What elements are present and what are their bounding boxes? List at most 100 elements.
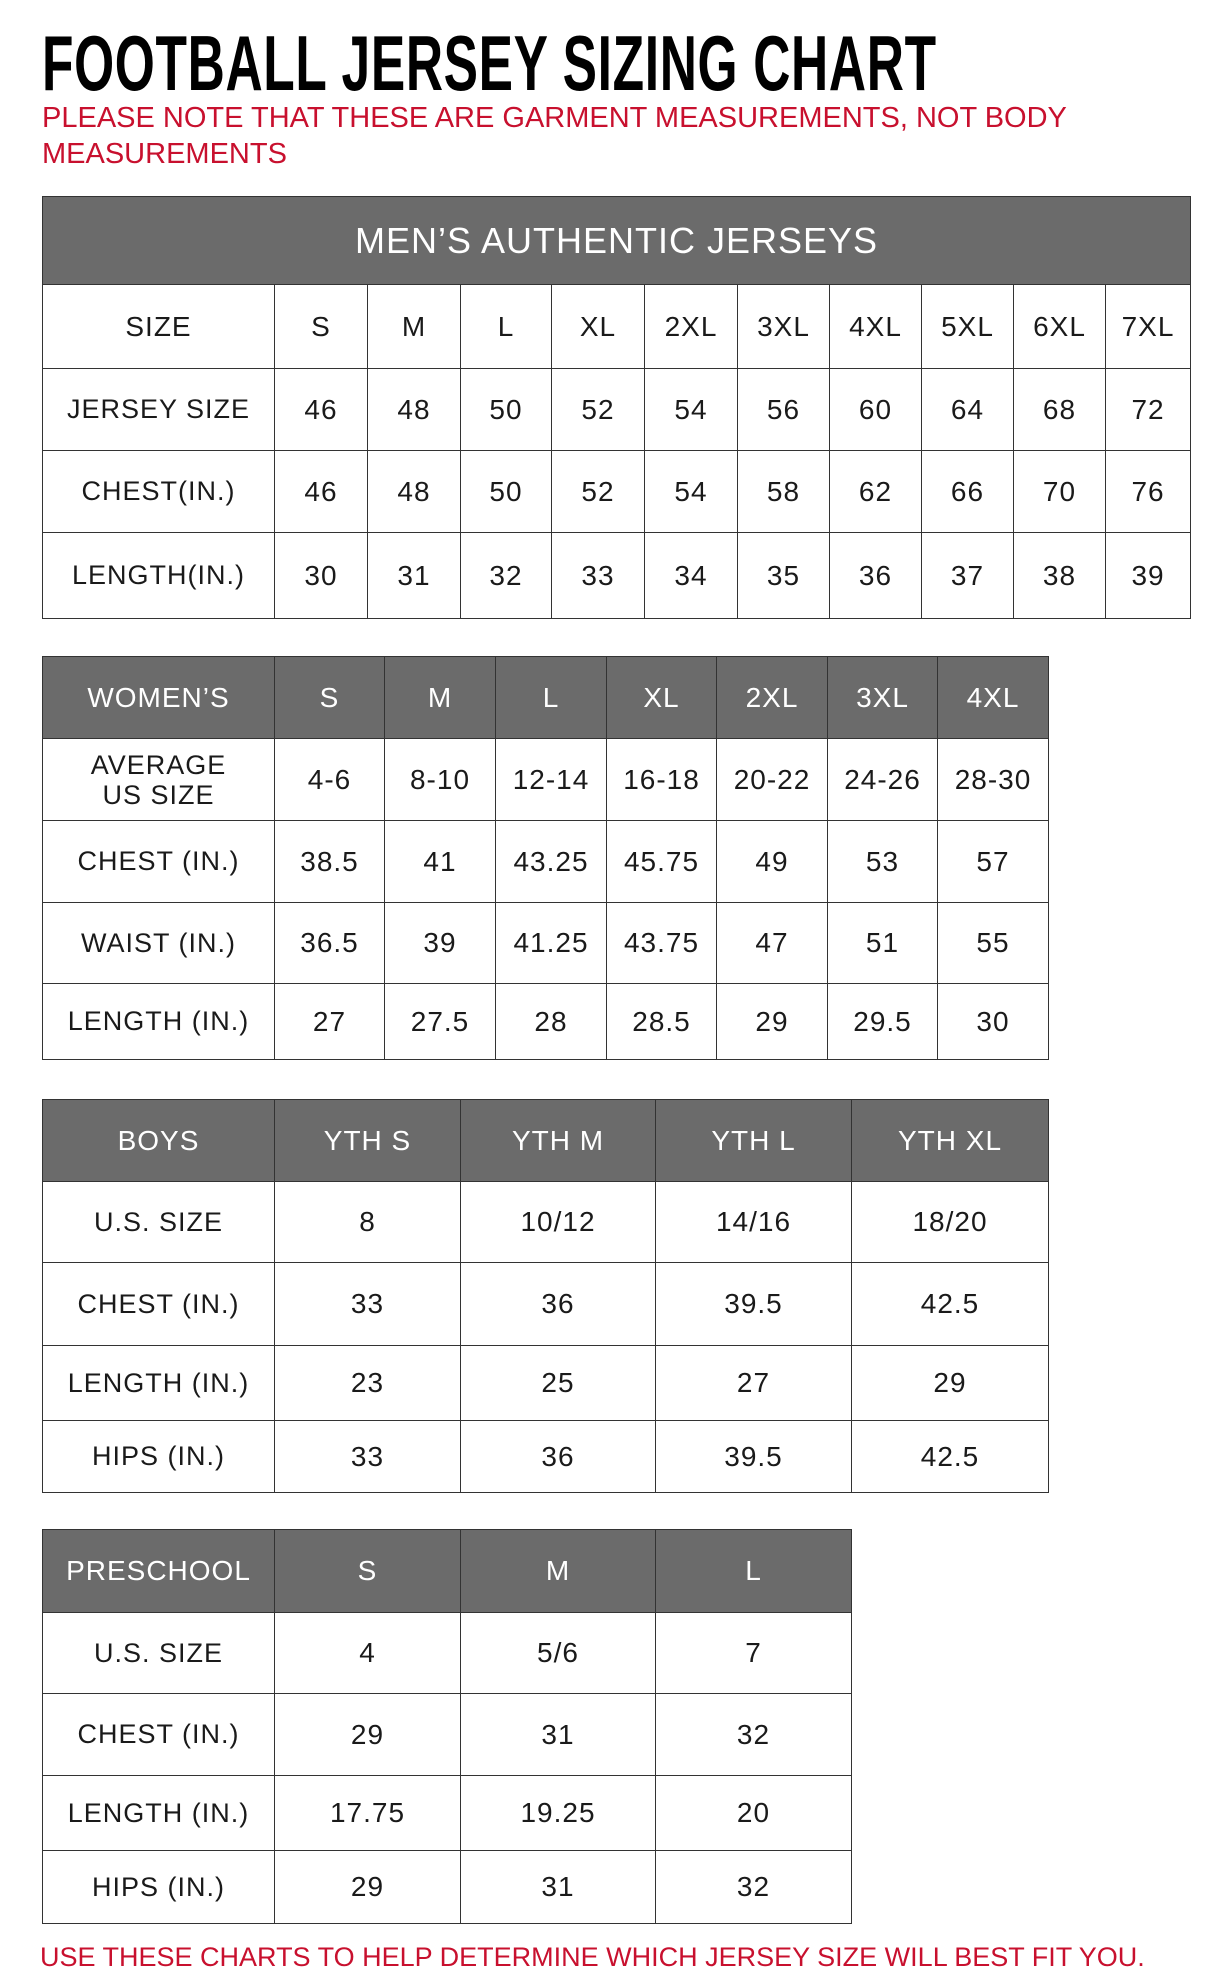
table-cell: 68 [1013,368,1106,451]
table-cell: 55 [937,902,1049,984]
header-row: WOMEN’S S M L XL 2XL 3XL 4XL [42,656,1049,739]
table-cell: 46 [274,368,368,451]
table-row: CHEST (IN.) 29 31 32 [42,1693,852,1776]
row-label: CHEST(IN.) [42,450,275,533]
table-cell: 4-6 [274,738,385,821]
table-cell: 32 [460,532,552,619]
row-label: HIPS (IN.) [42,1850,275,1924]
table-cell: 20-22 [716,738,828,821]
table-cell: 49 [716,820,828,903]
table-cell: 39.5 [655,1420,852,1493]
row-label: U.S. SIZE [42,1181,275,1263]
womens-table: WOMEN’S S M L XL 2XL 3XL 4XL AVERAGE US SIZE 4-6 8… [42,656,1049,1060]
table-cell: 10/12 [460,1181,656,1263]
table-cell: 47 [716,902,828,984]
table-cell: 66 [921,450,1014,533]
table-cell: 62 [829,450,922,533]
column-header: 4XL [829,284,922,369]
table-cell: 29 [851,1345,1049,1421]
table-cell: 41 [384,820,496,903]
table-row: U.S. SIZE 8 10/12 14/16 18/20 [42,1181,1049,1263]
table-cell: 35 [737,532,830,619]
table-cell: 30 [274,532,368,619]
column-header: S [274,656,385,739]
table-cell: 19.25 [460,1775,656,1851]
column-header: 6XL [1013,284,1106,369]
table-row: HIPS (IN.) 33 36 39.5 42.5 [42,1420,1049,1493]
table-cell: 16-18 [606,738,717,821]
header-row: PRESCHOOL S M L [42,1529,852,1613]
column-header: 2XL [716,656,828,739]
table-cell: 24-26 [827,738,938,821]
table-cell: 39.5 [655,1262,852,1346]
column-header: 7XL [1104,284,1192,369]
page-title: FOOTBALL JERSEY SIZING CHART [42,19,937,107]
column-header: L [655,1529,852,1613]
table-cell: 54 [644,450,738,533]
table-cell: 8 [274,1181,461,1263]
header-row: SIZE S M L XL 2XL 3XL 4XL 5XL 6XL 7XL [42,284,1192,369]
row-label: LENGTH (IN.) [42,983,275,1060]
column-header: XL [551,284,645,369]
table-cell: 41.25 [495,902,607,984]
table-cell: 31 [460,1693,656,1776]
table-cell: 48 [367,368,461,451]
table-row: CHEST (IN.) 33 36 39.5 42.5 [42,1262,1049,1346]
table-cell: 64 [921,368,1014,451]
row-label: LENGTH (IN.) [42,1775,275,1851]
table-cell: 33 [551,532,645,619]
row-label: CHEST (IN.) [42,820,275,903]
table-cell: 31 [460,1850,656,1924]
column-header: L [460,284,552,369]
table-row: CHEST (IN.) 38.5 41 43.25 45.75 49 53 57 [42,820,1049,903]
column-header: XL [606,656,717,739]
row-label: HIPS (IN.) [42,1420,275,1493]
table-row: LENGTH (IN.) 17.75 19.25 20 [42,1775,852,1851]
table-cell: 29 [716,983,828,1060]
table-cell: 7 [655,1612,852,1694]
garment-note: PLEASE NOTE THAT THESE ARE GARMENT MEASU… [42,102,1067,170]
row-label: U.S. SIZE [42,1612,275,1694]
table-row: CHEST(IN.) 46 48 50 52 54 58 62 66 70 76 [42,450,1192,533]
table-cell: 32 [655,1693,852,1776]
table-cell: 45.75 [606,820,717,903]
column-header: 3XL [827,656,938,739]
column-header: S [274,284,368,369]
table-cell: 53 [827,820,938,903]
table-cell: 42.5 [851,1262,1049,1346]
table-cell: 29 [274,1693,461,1776]
table-row: LENGTH (IN.) 27 27.5 28 28.5 29 29.5 30 [42,983,1049,1060]
column-header: PRESCHOOL [42,1529,275,1613]
table-cell: 23 [274,1345,461,1421]
table-cell: 43.25 [495,820,607,903]
table-cell: 52 [551,368,645,451]
column-header: 4XL [937,656,1049,739]
column-header: SIZE [42,284,275,369]
table-cell: 38 [1013,532,1106,619]
table-cell: 43.75 [606,902,717,984]
table-cell: 52 [551,450,645,533]
table-row: LENGTH(IN.) 30 31 32 33 34 35 36 37 38 39 [42,532,1192,619]
table-cell: 31 [367,532,461,619]
table-title: MEN’S AUTHENTIC JERSEYS [41,196,1192,285]
row-label: AVERAGE US SIZE [42,738,275,821]
table-cell: 57 [937,820,1049,903]
table-cell: 12-14 [495,738,607,821]
table-row: WAIST (IN.) 36.5 39 41.25 43.75 47 51 55 [42,902,1049,984]
column-header: L [495,656,607,739]
table-row: LENGTH (IN.) 23 25 27 29 [42,1345,1049,1421]
column-header: M [384,656,496,739]
table-cell: 50 [460,450,552,533]
table-cell: 33 [274,1262,461,1346]
table-cell: 39 [384,902,496,984]
table-cell: 76 [1104,450,1192,533]
row-label: WAIST (IN.) [42,902,275,984]
column-header: M [367,284,461,369]
table-cell: 70 [1013,450,1106,533]
table-cell: 38.5 [274,820,385,903]
table-cell: 28 [495,983,607,1060]
column-header: YTH L [655,1099,852,1182]
table-cell: 46 [274,450,368,533]
table-row: JERSEY SIZE 46 48 50 52 54 56 60 64 68 72 [42,368,1192,451]
table-cell: 56 [737,368,830,451]
